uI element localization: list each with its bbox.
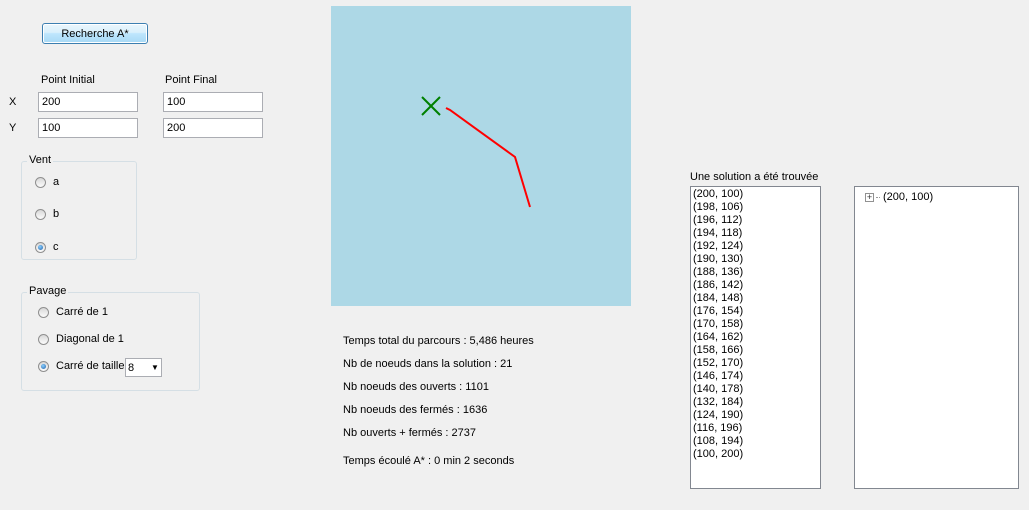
- solution-listbox[interactable]: (200, 100) (198, 106) (196, 112) (194, 118)…: [690, 186, 821, 489]
- stat-nodes-open: Nb noeuds des ouverts : 1101: [343, 381, 489, 393]
- list-item[interactable]: (158, 166): [693, 344, 744, 356]
- list-item[interactable]: (100, 200): [693, 448, 744, 460]
- radio-circle: [38, 306, 49, 318]
- x-label: X: [9, 96, 17, 108]
- search-astar-button[interactable]: Recherche A*: [42, 23, 148, 44]
- map-canvas[interactable]: [331, 6, 631, 306]
- list-item[interactable]: (184, 148): [693, 292, 744, 304]
- tree-connector: [876, 196, 880, 198]
- list-item[interactable]: (140, 178): [693, 383, 744, 395]
- tile-size-value: 8: [128, 361, 135, 374]
- list-item[interactable]: (152, 170): [693, 357, 744, 369]
- point-final-label: Point Final: [165, 74, 217, 86]
- initial-x-input[interactable]: [38, 92, 138, 112]
- chevron-down-icon[interactable]: ▼: [151, 363, 159, 372]
- radio-circle: [38, 333, 49, 345]
- list-item[interactable]: (108, 194): [693, 435, 744, 447]
- pavage-group: [21, 292, 200, 391]
- list-item[interactable]: (194, 118): [693, 227, 743, 239]
- stat-elapsed: Temps écoulé A* : 0 min 2 seconds: [343, 455, 515, 467]
- list-item[interactable]: (196, 112): [693, 214, 743, 226]
- vent-radio-a[interactable]: a: [35, 176, 59, 188]
- radio-circle: [35, 208, 46, 220]
- list-item[interactable]: (146, 174): [693, 370, 744, 382]
- vent-group: [21, 161, 137, 260]
- start-marker-icon: [421, 96, 441, 116]
- solution-title: Une solution a été trouvée: [690, 171, 819, 183]
- vent-radio-b[interactable]: b: [35, 208, 59, 220]
- vent-group-title: Vent: [27, 154, 54, 166]
- pavage-radio-carre-taille-label: Carré de taille: [56, 360, 125, 372]
- final-y-input[interactable]: [163, 118, 263, 138]
- solution-path: [445, 107, 531, 208]
- expand-plus-icon[interactable]: +: [865, 191, 874, 202]
- list-item[interactable]: (170, 158): [693, 318, 744, 330]
- list-item[interactable]: (200, 100): [693, 188, 744, 200]
- vent-radio-c-label: c: [53, 241, 59, 253]
- stat-open-closed: Nb ouverts + fermés : 2737: [343, 427, 476, 439]
- stat-nodes-closed: Nb noeuds des fermés : 1636: [343, 404, 488, 416]
- list-item[interactable]: (188, 136): [693, 266, 744, 278]
- tree-node-root[interactable]: + (200, 100): [865, 191, 933, 203]
- pavage-radio-carre-1[interactable]: Carré de 1: [38, 306, 108, 318]
- radio-circle: [35, 176, 46, 188]
- list-item[interactable]: (132, 184): [693, 396, 744, 408]
- tile-size-select[interactable]: 8 ▼: [125, 358, 162, 377]
- vent-radio-a-label: a: [53, 176, 60, 188]
- tree-node-label: (200, 100): [883, 191, 934, 203]
- list-item[interactable]: (176, 154): [693, 305, 744, 317]
- radio-circle-checked: [35, 241, 46, 253]
- pavage-radio-carre-1-label: Carré de 1: [56, 306, 108, 318]
- list-item[interactable]: (198, 106): [693, 201, 744, 213]
- solution-treeview[interactable]: + (200, 100): [854, 186, 1019, 489]
- vent-radio-c[interactable]: c: [35, 241, 59, 253]
- final-x-input[interactable]: [163, 92, 263, 112]
- list-item[interactable]: (116, 196): [693, 422, 743, 434]
- stat-nodes-solution: Nb de noeuds dans la solution : 21: [343, 358, 513, 370]
- radio-circle-checked: [38, 360, 49, 372]
- point-initial-label: Point Initial: [41, 74, 95, 86]
- list-item[interactable]: (186, 142): [693, 279, 744, 291]
- stat-total-time: Temps total du parcours : 5,486 heures: [343, 335, 534, 347]
- list-item[interactable]: (192, 124): [693, 240, 744, 252]
- path-drawing: [421, 96, 531, 208]
- vent-radio-b-label: b: [53, 208, 60, 220]
- list-item[interactable]: (124, 190): [693, 409, 744, 421]
- pavage-radio-carre-taille[interactable]: Carré de taille: [38, 360, 124, 372]
- pavage-group-title: Pavage: [27, 285, 69, 297]
- list-item[interactable]: (164, 162): [693, 331, 744, 343]
- pavage-radio-diagonal-1-label: Diagonal de 1: [56, 333, 124, 345]
- initial-y-input[interactable]: [38, 118, 138, 138]
- y-label: Y: [9, 122, 17, 134]
- list-item[interactable]: (190, 130): [693, 253, 744, 265]
- pavage-radio-diagonal-1[interactable]: Diagonal de 1: [38, 333, 124, 345]
